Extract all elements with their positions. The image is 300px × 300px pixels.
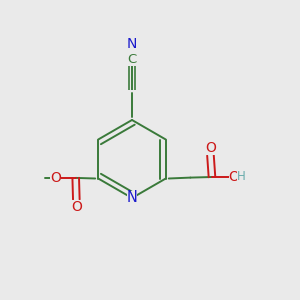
Text: O: O — [71, 200, 82, 214]
Text: O: O — [50, 171, 61, 185]
Text: N: N — [127, 37, 137, 50]
Text: N: N — [127, 190, 137, 206]
Text: O: O — [205, 141, 216, 154]
Text: O: O — [229, 170, 240, 184]
Text: C: C — [128, 52, 136, 66]
Text: H: H — [237, 169, 246, 183]
